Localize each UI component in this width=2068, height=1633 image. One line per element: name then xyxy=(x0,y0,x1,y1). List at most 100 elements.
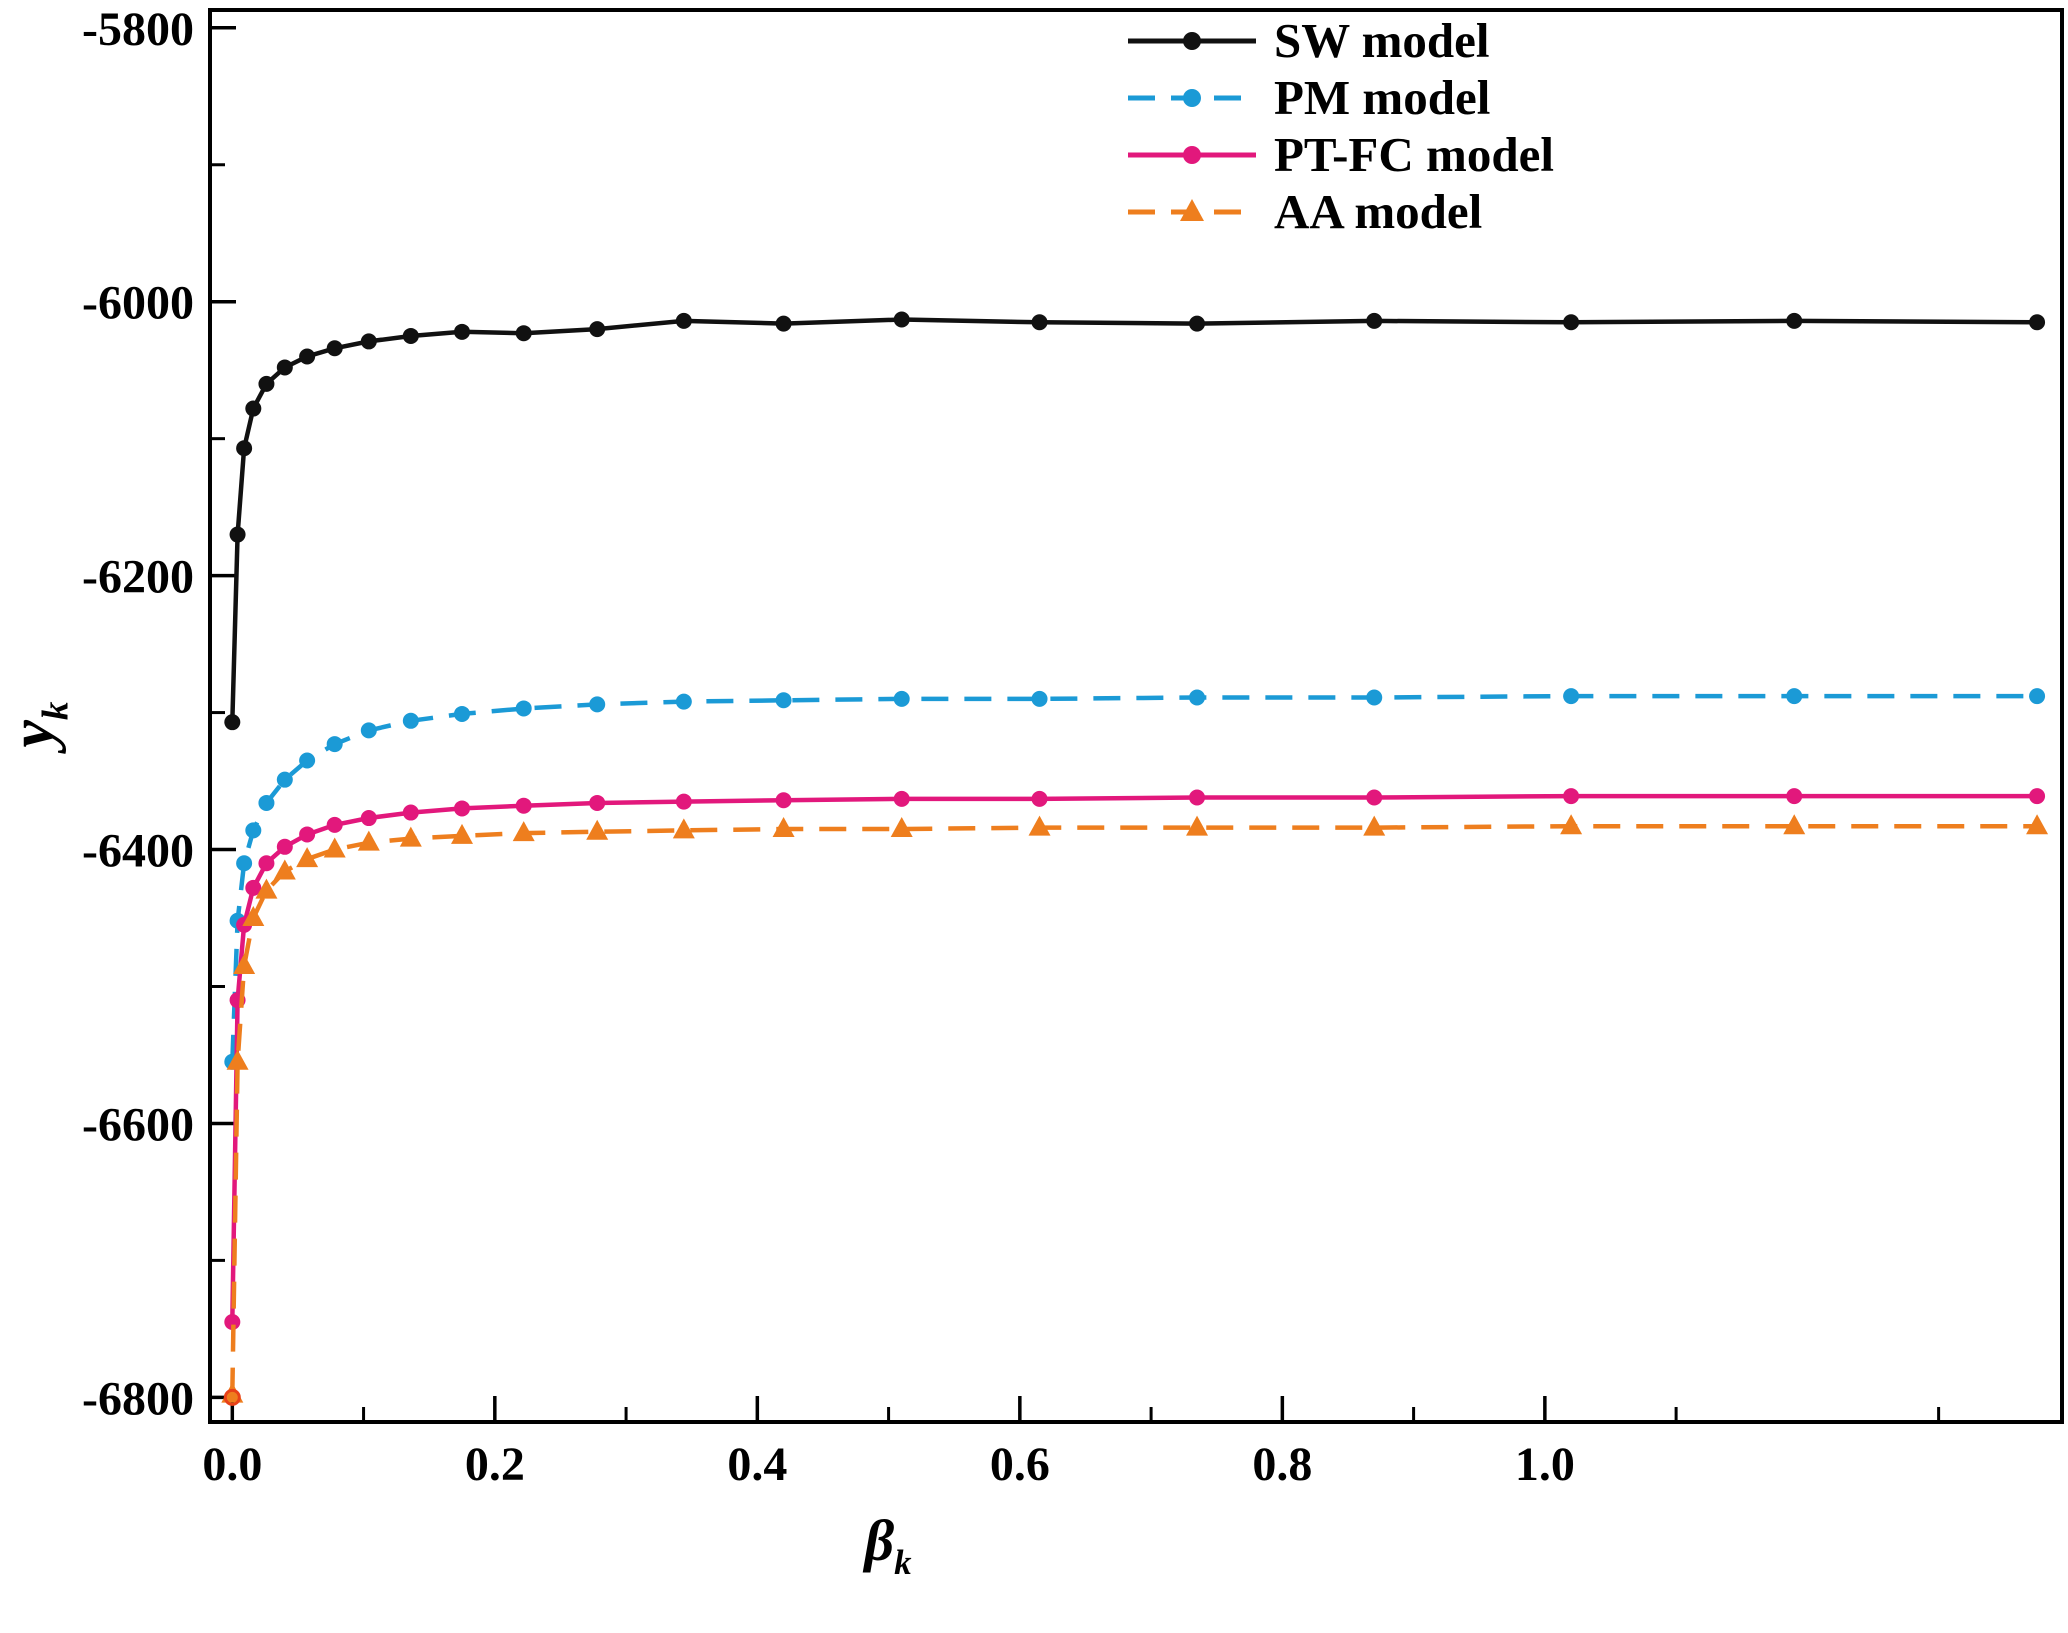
series-marker-sw-model xyxy=(775,315,792,332)
series-marker-sw-model xyxy=(1366,312,1383,329)
series-marker-sw-model xyxy=(454,323,471,340)
series-marker-pm-model xyxy=(360,722,377,739)
x-axis-title: βk xyxy=(738,1512,1038,1581)
series-marker-pm-model xyxy=(893,690,910,707)
series-line-aa-model xyxy=(230,823,2038,1395)
series-marker-pm-model xyxy=(1366,689,1383,706)
y-axis-symbol: y xyxy=(0,720,67,748)
series-marker-sw-model xyxy=(276,359,293,376)
legend-swatch-pt-fc-model xyxy=(1128,145,1256,164)
series-marker-pt-fc-model xyxy=(402,804,419,821)
series-marker-pt-fc-model xyxy=(775,792,792,809)
series-marker-aa-model xyxy=(1560,814,1583,835)
series-marker-pm-model xyxy=(454,705,471,722)
series-marker-sw-model xyxy=(299,348,316,365)
series-marker-aa-model xyxy=(890,816,913,837)
series-marker-pt-fc-model xyxy=(454,800,471,817)
plot-frame xyxy=(208,8,2064,1424)
series-marker-aa-model xyxy=(1783,814,1806,835)
series-marker-pm-model xyxy=(326,736,343,753)
series-marker-pt-fc-model xyxy=(299,826,316,843)
legend-swatch-aa-model xyxy=(1128,198,1256,221)
series-marker-pt-fc-model xyxy=(326,816,343,833)
series-marker-pt-fc-model xyxy=(1366,789,1383,806)
series-marker-aa-model xyxy=(1028,815,1051,836)
x-axis-subscript: k xyxy=(894,1542,912,1582)
series-marker-pm-model xyxy=(299,752,316,769)
series-marker-aa-model xyxy=(323,837,346,858)
legend-item-sw-model: SW model xyxy=(1126,12,1554,69)
series-marker-sw-model xyxy=(360,333,377,350)
series-marker-pt-fc-model xyxy=(258,855,275,872)
legend-label-pm-model: PM model xyxy=(1274,70,1491,125)
series-marker-aa-model xyxy=(772,816,795,837)
series-marker-pt-fc-model xyxy=(675,793,692,810)
series-marker-aa-model xyxy=(296,847,319,868)
series-marker-pt-fc-model xyxy=(1031,790,1048,807)
series-marker-pm-model xyxy=(589,696,606,713)
series-marker-pm-model xyxy=(2029,688,2046,705)
legend-item-pt-fc-model: PT-FC model xyxy=(1126,126,1554,183)
series-marker-pm-model xyxy=(236,855,253,872)
legend-label-sw-model: SW model xyxy=(1274,13,1490,68)
series-marker-sw-model xyxy=(589,321,606,338)
x-tick-label: 0.2 xyxy=(465,1438,525,1491)
legend-swatch-pm-model xyxy=(1128,88,1256,107)
series-marker-pt-fc-model xyxy=(1563,788,1580,805)
y-axis-title: yk xyxy=(0,625,76,825)
series-marker-aa-model xyxy=(672,818,695,839)
series-marker-pt-fc-model xyxy=(1189,789,1206,806)
legend-marker-sw-model xyxy=(1183,31,1201,50)
legend: SW model PM model PT-FC model AA model xyxy=(1126,12,1554,240)
legend-swatch-sw-model xyxy=(1128,31,1256,50)
series-marker-aa-model xyxy=(273,859,296,880)
y-tick-label: -6600 xyxy=(82,1098,194,1151)
y-tick-label: -6800 xyxy=(82,1372,194,1425)
series-marker-pt-fc-model xyxy=(515,797,532,814)
series-marker-aa-model xyxy=(512,821,535,842)
series-marker-sw-model xyxy=(224,714,241,731)
series-marker-sw-model xyxy=(236,440,253,457)
series-marker-aa-model xyxy=(226,1049,249,1070)
series-line-sw-model xyxy=(230,317,2038,723)
legend-item-aa-model: AA model xyxy=(1126,183,1554,240)
series-marker-pm-model xyxy=(1189,689,1206,706)
legend-label-aa-model: AA model xyxy=(1274,184,1483,239)
y-tick-label: -6000 xyxy=(82,277,194,330)
series-marker-pm-model xyxy=(675,693,692,710)
series-marker-pm-model xyxy=(1031,690,1048,707)
series-marker-pm-model xyxy=(258,794,275,811)
legend-marker-aa-model xyxy=(1180,198,1204,221)
series-marker-aa-model xyxy=(399,826,422,847)
legend-marker-pt-fc-model xyxy=(1183,145,1201,164)
series-marker-sw-model xyxy=(245,400,262,417)
series-marker-aa-model xyxy=(242,906,265,927)
y-tick-label: -5800 xyxy=(82,3,194,56)
series-marker-sw-model xyxy=(1189,315,1206,332)
series-marker-aa-model xyxy=(451,823,474,844)
series-marker-aa-model xyxy=(1186,815,1209,836)
series-marker-sw-model xyxy=(515,325,532,342)
legend-marker-pm-model xyxy=(1183,88,1201,107)
series-marker-pt-fc-model xyxy=(893,790,910,807)
series-marker-sw-model xyxy=(2029,314,2046,331)
y-tick-label: -6400 xyxy=(82,825,194,878)
series-marker-pm-model xyxy=(1786,688,1803,705)
series-marker-aa-model xyxy=(357,830,380,851)
x-tick-label: 0.8 xyxy=(1252,1438,1312,1491)
series-marker-pt-fc-model xyxy=(360,810,377,827)
series-marker-aa-model xyxy=(586,819,609,840)
series-marker-pm-model xyxy=(515,700,532,717)
series-marker-aa-model xyxy=(233,953,256,974)
series-marker-sw-model xyxy=(258,375,275,392)
y-tick-label: -6200 xyxy=(82,551,194,604)
x-tick-label: 0.6 xyxy=(990,1438,1050,1491)
x-tick-label: 0.0 xyxy=(202,1438,262,1491)
series-marker-pt-fc-model xyxy=(1786,788,1803,805)
series-marker-aa-model xyxy=(255,878,278,899)
series-marker-sw-model xyxy=(1563,314,1580,331)
series-marker-pm-model xyxy=(402,712,419,729)
legend-item-pm-model: PM model xyxy=(1126,69,1554,126)
x-axis-symbol: β xyxy=(864,1508,895,1573)
